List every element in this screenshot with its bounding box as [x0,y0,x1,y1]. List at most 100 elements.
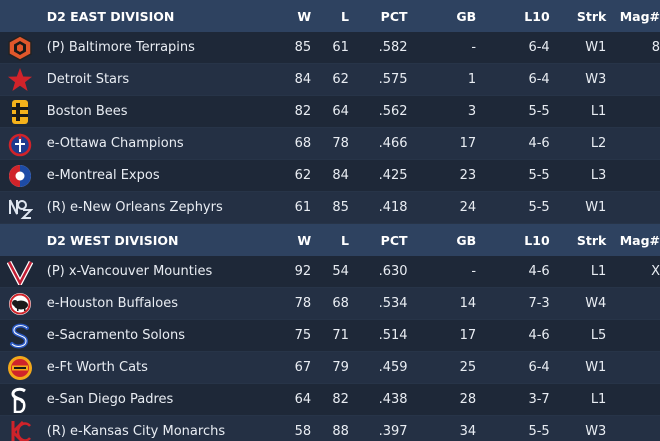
losses: 61 [332,40,349,55]
col-l10[interactable]: L10 [524,232,550,248]
table-row[interactable]: e-San Diego Padres 64 82 .438 28 3-7 L1 [0,384,660,416]
team-name[interactable]: e-Ft Worth Cats [46,360,148,375]
table-row[interactable]: (P) x-Vancouver Mounties 92 54 .630 - 4-… [0,256,660,288]
bee-b-icon[interactable] [0,96,40,128]
win-pct: .562 [378,104,408,119]
losses: 79 [332,360,349,375]
games-back: - [471,264,477,279]
col-w[interactable]: W [297,8,312,24]
team-name[interactable]: e-Houston Buffaloes [46,296,179,311]
table-row[interactable]: e-Montreal Expos 62 84 .425 23 5-5 L3 [0,160,660,192]
magic-number: X [651,264,660,279]
terrapin-icon[interactable] [0,32,40,64]
wins: 78 [294,296,312,311]
losses: 85 [332,200,349,215]
team-name[interactable]: Detroit Stars [46,72,130,87]
team-name[interactable]: (R) e-New Orleans Zephyrs [46,200,223,215]
games-back: 17 [459,328,477,343]
monarchs-kc-icon[interactable] [0,416,40,441]
col-strk[interactable]: Strk [576,232,607,248]
col-mag[interactable]: Mag# [619,8,660,24]
games-back: 25 [459,360,477,375]
col-l10[interactable]: L10 [524,8,550,24]
col-strk[interactable]: Strk [576,8,607,24]
team-name[interactable]: (P) Baltimore Terrapins [46,40,195,55]
win-pct: .418 [378,200,408,215]
losses: 78 [332,136,349,151]
mounties-v-icon[interactable] [0,256,40,288]
table-row[interactable]: (R) e-Kansas City Monarchs 58 88 .397 34… [0,416,660,441]
win-pct: .514 [378,328,408,343]
win-pct: .459 [378,360,408,375]
last-ten: 5-5 [528,168,550,183]
wins: 62 [294,168,312,183]
team-name[interactable]: (R) e-Kansas City Monarchs [46,424,226,439]
games-back: - [471,40,477,55]
padres-sd-icon[interactable] [0,384,40,416]
table-row[interactable]: e-Houston Buffaloes 78 68 .534 14 7-3 W4 [0,288,660,320]
last-ten: 7-3 [528,296,550,311]
col-gb[interactable]: GB [456,8,477,24]
team-name[interactable]: (P) x-Vancouver Mounties [46,264,213,279]
last-ten: 5-5 [528,104,550,119]
team-name[interactable]: e-Ottawa Champions [46,136,184,151]
last-ten: 4-6 [528,136,550,151]
games-back: 3 [467,104,477,119]
last-ten: 4-6 [528,264,550,279]
table-row[interactable]: e-Ft Worth Cats 67 79 .459 25 6-4 W1 [0,352,660,384]
col-l[interactable]: L [340,232,349,248]
win-pct: .425 [378,168,408,183]
col-pct[interactable]: PCT [380,8,408,24]
col-w[interactable]: W [297,232,312,248]
team-name[interactable]: e-San Diego Padres [46,392,174,407]
wins: 84 [294,72,312,87]
losses: 88 [332,424,349,439]
win-pct: .575 [378,72,408,87]
col-pct[interactable]: PCT [380,232,408,248]
team-name[interactable]: e-Montreal Expos [46,168,160,183]
table-row[interactable]: e-Ottawa Champions 68 78 .466 17 4-6 L2 [0,128,660,160]
games-back: 23 [459,168,477,183]
col-gb[interactable]: GB [456,232,477,248]
team-name[interactable]: Boston Bees [46,104,128,119]
streak: W1 [585,360,607,375]
star-icon[interactable] [0,64,40,96]
wins: 82 [294,104,312,119]
last-ten: 6-4 [528,360,550,375]
division-header-east: D2 EAST DIVISION W L PCT GB L10 Strk Mag… [0,0,660,32]
streak: L1 [590,264,607,279]
wins: 64 [294,392,312,407]
table-row[interactable]: Boston Bees 82 64 .562 3 5-5 L1 [0,96,660,128]
col-l[interactable]: L [340,8,349,24]
division-title: D2 WEST DIVISION [46,232,179,248]
streak: L1 [590,392,607,407]
last-ten: 5-5 [528,424,550,439]
cats-icon[interactable] [0,352,40,384]
losses: 84 [332,168,349,183]
wins: 58 [294,424,312,439]
streak: W3 [585,424,607,439]
table-row[interactable]: (R) e-New Orleans Zephyrs 61 85 .418 24 … [0,192,660,224]
wins: 61 [294,200,312,215]
last-ten: 6-4 [528,40,550,55]
table-row[interactable]: e-Sacramento Solons 75 71 .514 17 4-6 L5 [0,320,660,352]
streak: L1 [590,104,607,119]
win-pct: .582 [378,40,408,55]
magic-number: 8 [651,40,660,55]
last-ten: 3-7 [528,392,550,407]
team-name[interactable]: e-Sacramento Solons [46,328,185,343]
division-title: D2 EAST DIVISION [46,8,175,24]
buffalo-icon[interactable] [0,288,40,320]
solons-s-icon[interactable] [0,320,40,352]
streak: L3 [590,168,607,183]
expos-icon[interactable] [0,160,40,192]
wins: 68 [294,136,312,151]
champions-icon[interactable] [0,128,40,160]
games-back: 14 [459,296,477,311]
wins: 92 [294,264,312,279]
table-row[interactable]: (P) Baltimore Terrapins 85 61 .582 - 6-4… [0,32,660,64]
table-row[interactable]: Detroit Stars 84 62 .575 1 6-4 W3 [0,64,660,96]
zephyrs-icon[interactable] [0,192,40,224]
col-mag[interactable]: Mag# [619,232,660,248]
